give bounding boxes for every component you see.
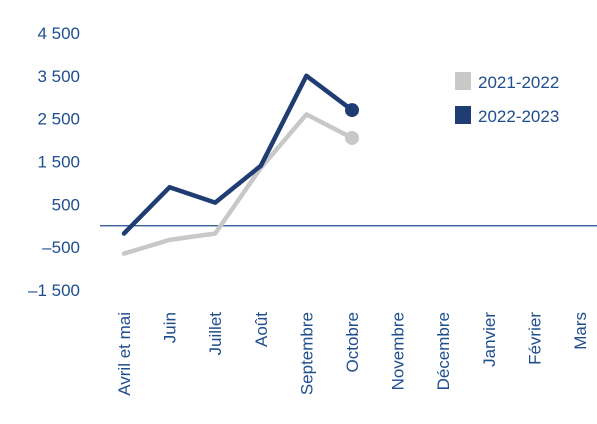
x-axis-ticks: Avril et mai Juin Juillet Août Septembre Octo…	[115, 312, 590, 396]
legend-label: 2021-2022	[478, 73, 559, 92]
series-layer	[121, 73, 359, 256]
y-tick-label: –500	[42, 238, 80, 257]
y-tick-label: 2 500	[37, 110, 80, 129]
x-tick-label: Août	[252, 312, 271, 347]
x-tick-label: Octobre	[343, 312, 362, 372]
x-tick-label: Février	[525, 312, 544, 365]
x-tick-label: Avril et mai	[115, 312, 134, 396]
y-axis-ticks: 4 500 3 500 2 500 1 500 500 –500 –1 500	[28, 24, 80, 300]
y-tick-label: 500	[52, 195, 80, 214]
data-point-2021-2022	[345, 130, 359, 145]
x-tick-label: Septembre	[297, 312, 316, 395]
x-tick-label: Décembre	[434, 312, 453, 390]
legend-swatch	[455, 72, 471, 90]
y-tick-label: 1 500	[37, 153, 80, 172]
series-line-2021-2022	[121, 112, 355, 256]
legend-label: 2022-2023	[478, 107, 559, 126]
data-point-2022-2023	[345, 103, 359, 118]
x-tick-label: Novembre	[389, 312, 408, 390]
y-tick-label: 3 500	[37, 67, 80, 86]
series-line-2022-2023	[121, 73, 355, 236]
x-tick-label: Juillet	[206, 312, 225, 356]
legend-swatch	[455, 106, 471, 124]
legend: 2021-2022 2022-2023	[455, 72, 559, 126]
y-tick-label: –1 500	[28, 281, 80, 300]
y-tick-label: 4 500	[37, 24, 80, 43]
x-tick-label: Janvier	[480, 312, 499, 367]
x-tick-label: Mars	[571, 312, 590, 350]
x-tick-label: Juin	[161, 312, 180, 343]
